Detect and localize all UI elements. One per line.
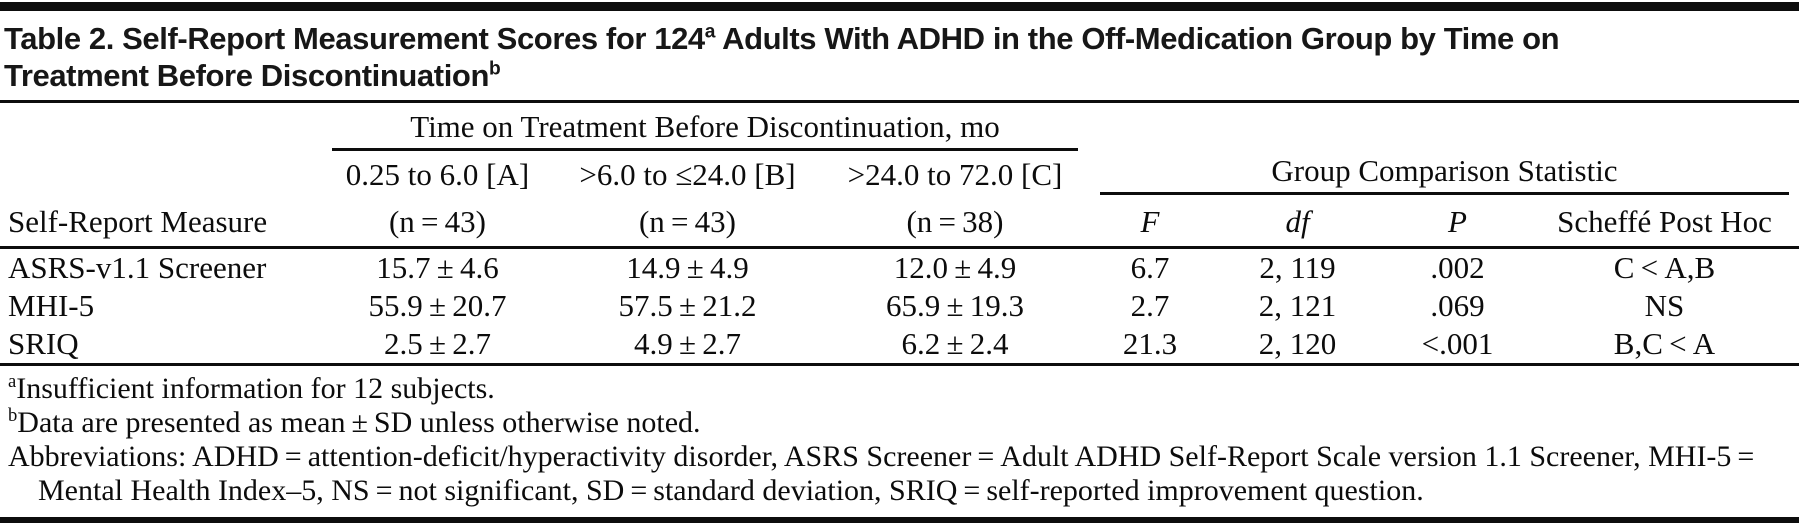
group-spanner-label: Group Comparison Statistic <box>1100 153 1789 195</box>
column-header-range-a: 0.25 to 6.0 [A] <box>345 157 530 192</box>
value-cell-c: 65.9 ± 19.3 <box>886 288 1024 323</box>
value-cell-b: 57.5 ± 21.2 <box>618 288 757 323</box>
title-text: Adults With ADHD in the Off-Medication G… <box>715 21 1560 56</box>
column-header-n-c: (n = 38) <box>820 195 1090 249</box>
time-spanner-label: Time on Treatment Before Discontinuation… <box>332 109 1078 151</box>
f-cell: 2.7 <box>1130 288 1170 323</box>
footnote-text: Insufficient information for 12 subjects… <box>16 372 495 405</box>
footnote-text: Abbreviations: ADHD = attention-deficit/… <box>8 440 1761 507</box>
empty-cell <box>0 151 320 195</box>
footnote-b: bData are presented as mean ± SD unless … <box>8 406 1791 440</box>
column-header-posthoc: Scheffé Post Hoc <box>1530 195 1799 249</box>
title-text: Table 2. Self-Report Measurement Scores … <box>4 21 705 56</box>
column-header-row: Self-Report Measure (n = 43) (n = 43) (n… <box>0 195 1799 249</box>
group-spanner-header: Group Comparison Statistic <box>1090 151 1799 195</box>
measure-cell: MHI-5 <box>8 288 95 323</box>
table-title: Table 2. Self-Report Measurement Scores … <box>0 11 1799 103</box>
p-cell: .002 <box>1430 250 1485 285</box>
value-cell-c: 12.0 ± 4.9 <box>893 250 1017 285</box>
table-row-mhi5: MHI-5 55.9 ± 20.7 57.5 ± 21.2 65.9 ± 19.… <box>0 287 1799 325</box>
column-header-measure: Self-Report Measure <box>0 195 320 249</box>
f-cell: 6.7 <box>1130 250 1170 285</box>
top-rule-bar <box>0 2 1799 11</box>
measure-cell: SRIQ <box>0 325 320 366</box>
table-header: Time on Treatment Before Discontinuation… <box>0 103 1799 249</box>
value-cell-b: 14.9 ± 4.9 <box>626 250 749 285</box>
value-cell-c: 6.2 ± 2.4 <box>820 325 1090 366</box>
column-header-range-c: >24.0 to 72.0 [C] <box>847 157 1063 192</box>
column-header-df: df <box>1210 195 1385 249</box>
value-cell-a: 2.5 ± 2.7 <box>320 325 555 366</box>
table-title-line1: Table 2. Self-Report Measurement Scores … <box>4 20 1791 57</box>
table-title-line2: Treatment Before Discontinuationb <box>4 57 1791 94</box>
bottom-rule-bar <box>0 517 1799 523</box>
posthoc-cell: C < A,B <box>1613 250 1716 285</box>
time-spanner-header: Time on Treatment Before Discontinuation… <box>320 103 1090 151</box>
column-header-n-a: (n = 43) <box>320 195 555 249</box>
f-cell: 21.3 <box>1090 325 1210 366</box>
p-cell: .069 <box>1430 288 1485 323</box>
value-cell-b: 4.9 ± 2.7 <box>555 325 820 366</box>
title-text: Treatment Before Discontinuation <box>4 58 489 93</box>
data-table: Time on Treatment Before Discontinuation… <box>0 103 1799 366</box>
df-cell: 2, 119 <box>1259 250 1336 285</box>
measure-cell: ASRS-v1.1 Screener <box>8 250 267 285</box>
df-cell: 2, 121 <box>1258 288 1337 323</box>
footnote-text: Data are presented as mean ± SD unless o… <box>17 406 701 439</box>
df-cell: 2, 120 <box>1210 325 1385 366</box>
table-body: ASRS-v1.1 Screener 15.7 ± 4.6 14.9 ± 4.9… <box>0 248 1799 366</box>
footnote-marker-a: a <box>8 371 17 392</box>
footnotes: aInsufficient information for 12 subject… <box>0 366 1799 508</box>
empty-cell <box>1090 103 1799 151</box>
table-row-asrs: ASRS-v1.1 Screener 15.7 ± 4.6 14.9 ± 4.9… <box>0 248 1799 288</box>
column-header-n-b: (n = 43) <box>555 195 820 249</box>
value-cell-a: 55.9 ± 20.7 <box>368 288 507 323</box>
posthoc-cell: NS <box>1644 288 1685 323</box>
p-cell: <.001 <box>1385 325 1530 366</box>
column-header-range-b: >6.0 to ≤24.0 [B] <box>579 157 796 192</box>
posthoc-cell: B,C < A <box>1530 325 1799 366</box>
spanner-row-time: Time on Treatment Before Discontinuation… <box>0 103 1799 151</box>
value-cell-a: 15.7 ± 4.6 <box>376 250 499 285</box>
column-header-p: P <box>1385 195 1530 249</box>
footnote-abbreviations: Abbreviations: ADHD = attention-deficit/… <box>8 440 1791 508</box>
empty-cell <box>0 103 320 151</box>
footnote-marker-a: a <box>704 21 716 43</box>
footnote-marker-b: b <box>8 405 18 426</box>
column-header-f: F <box>1090 195 1210 249</box>
table-row-sriq: SRIQ 2.5 ± 2.7 4.9 ± 2.7 6.2 ± 2.4 21.3 … <box>0 325 1799 366</box>
footnote-a: aInsufficient information for 12 subject… <box>8 372 1791 406</box>
spanner-row-group: 0.25 to 6.0 [A] >6.0 to ≤24.0 [B] >24.0 … <box>0 151 1799 195</box>
footnote-marker-b: b <box>489 58 501 80</box>
